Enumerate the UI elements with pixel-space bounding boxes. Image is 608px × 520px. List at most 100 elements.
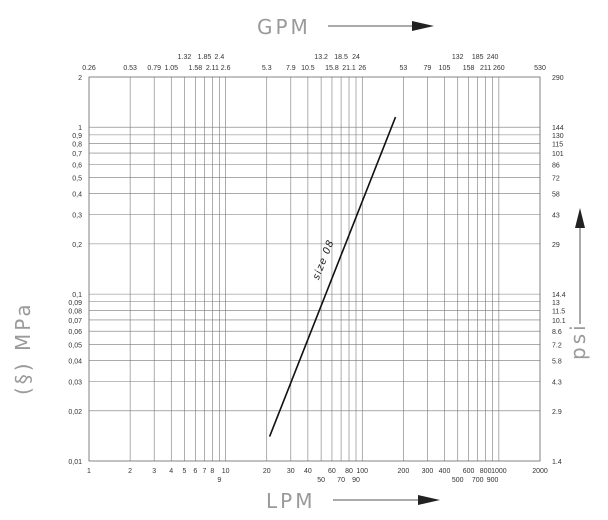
bottom-tick-label: 7 (203, 468, 207, 475)
right-axis-title: psi (566, 322, 590, 360)
right-tick-label: 58 (552, 192, 560, 199)
series-layer: size 08 (268, 116, 397, 437)
left-tick-label: 0,9 (72, 133, 82, 140)
left-tick-label: 0,02 (68, 409, 82, 416)
top-tick-label: 1.85 (198, 54, 212, 61)
left-tick-label: 0,07 (68, 318, 82, 325)
right-tick-label: 10.1 (552, 318, 566, 325)
bottom-tick-label: 1000 (491, 468, 507, 475)
bottom-tick-label: 60 (328, 468, 336, 475)
bottom-tick-label: 50 (317, 477, 325, 484)
bottom-tick-label: 20 (263, 468, 271, 475)
bottom-tick-label: 100 (356, 468, 368, 475)
bottom-tick-label: 2 (128, 468, 132, 475)
left-tick-label: 0,03 (68, 379, 82, 386)
top-tick-label: 240 (487, 54, 499, 61)
bottom-tick-label: 5 (183, 468, 187, 475)
right-tick-label: 14.4 (552, 292, 566, 299)
left-tick-label: 0,8 (72, 141, 82, 148)
top-tick-label: 79 (424, 65, 432, 72)
left-axis-title: (§) MPa (11, 301, 35, 395)
top-tick-label: 53 (399, 65, 407, 72)
right-tick-label: 4.3 (552, 379, 562, 386)
left-tick-label: 0,08 (68, 308, 82, 315)
top-tick-label: 2.11 (206, 65, 219, 72)
left-tick-label: 0,06 (68, 329, 82, 336)
left-tick-label: 0,01 (68, 459, 82, 466)
bottom-tick-label: 2000 (532, 468, 548, 475)
top-tick-label: 260 (493, 65, 505, 72)
bottom-tick-label: 80 (345, 468, 353, 475)
right-tick-label: 101 (552, 151, 564, 158)
top-tick-label: 7.9 (286, 65, 296, 72)
left-tick-label: 0,4 (72, 192, 82, 199)
right-tick-label: 5.8 (552, 359, 562, 366)
bottom-tick-label: 200 (398, 468, 410, 475)
top-axis-title: GPM (257, 15, 311, 39)
top-tick-label: 105 (439, 65, 451, 72)
right-tick-label: 13 (552, 300, 560, 307)
right-tick-label: 115 (552, 141, 563, 148)
right-tick-label: 290 (552, 75, 564, 82)
left-tick-label: 0,5 (72, 175, 82, 182)
bottom-tick-label: 30 (287, 468, 295, 475)
top-tick-label: 24 (352, 54, 360, 61)
bottom-axis-title: LPM (266, 489, 315, 513)
bottom-axis-arrow-icon (418, 495, 440, 505)
left-tick-label: 0,04 (68, 359, 82, 366)
right-tick-label: 11.5 (552, 308, 565, 315)
bottom-tick-label: 90 (352, 477, 360, 484)
top-tick-label: 530 (534, 65, 546, 72)
top-tick-labels: 0.26 0.53 0.79 1.051.32 1.58 1.85 2.11 2.4 2.6 5.… (82, 54, 546, 72)
bottom-tick-label: 9 (217, 477, 221, 484)
grid-layer (88, 76, 541, 462)
bottom-tick-label: 700 (472, 477, 484, 484)
right-tick-label: 7.2 (552, 342, 562, 349)
bottom-tick-label: 1 (87, 468, 91, 475)
top-tick-label: 5.3 (262, 65, 272, 72)
left-tick-label: 0,05 (68, 342, 82, 349)
bottom-tick-label: 500 (452, 477, 464, 484)
bottom-tick-label: 800 (480, 468, 492, 475)
left-tick-label: 0,7 (72, 151, 82, 158)
top-tick-label: 0.26 (82, 65, 96, 72)
right-axis-arrow-icon (575, 208, 585, 228)
left-tick-label: 0,3 (72, 212, 82, 219)
top-tick-label: 1.58 (189, 65, 203, 72)
left-tick-label: 0,6 (72, 162, 82, 169)
top-tick-label: 21.1 (342, 65, 356, 72)
bottom-tick-label: 900 (487, 477, 499, 484)
left-tick-label: 0,09 (68, 300, 82, 307)
right-tick-label: 8.6 (552, 329, 562, 336)
bottom-tick-label: 300 (422, 468, 434, 475)
top-tick-label: 185 (472, 54, 484, 61)
left-tick-label: 1 (78, 125, 82, 132)
top-tick-label: 0.79 (147, 65, 161, 72)
series-line (268, 116, 397, 437)
bottom-tick-label: 70 (337, 477, 345, 484)
bottom-tick-label: 40 (304, 468, 312, 475)
right-tick-label: 86 (552, 162, 560, 169)
bottom-tick-label: 4 (169, 468, 173, 475)
top-tick-label: 13.2 (314, 54, 328, 61)
right-tick-label: 144 (552, 125, 564, 132)
top-tick-label: 2.6 (221, 65, 231, 72)
top-tick-label: 2.4 (215, 54, 225, 61)
top-tick-label: 18.5 (334, 54, 348, 61)
bottom-tick-label: 8 (210, 468, 214, 475)
bottom-tick-label: 3 (152, 468, 156, 475)
bottom-tick-label: 10 (222, 468, 230, 475)
top-tick-label: 1.32 (178, 54, 192, 61)
plot-frame (88, 76, 541, 462)
top-tick-label: 26 (358, 65, 366, 72)
right-tick-label: 72 (552, 175, 560, 182)
top-tick-label: 158 (463, 65, 475, 72)
left-tick-labels: 0,01 0,02 0,03 0,04 0,05 0,06 0,07 0,080,090,1 0… (68, 75, 82, 466)
top-tick-label: 15.8 (325, 65, 339, 72)
top-tick-label: 1.05 (164, 65, 178, 72)
right-tick-label: 2.9 (552, 409, 562, 416)
top-tick-label: 0.53 (123, 65, 137, 72)
